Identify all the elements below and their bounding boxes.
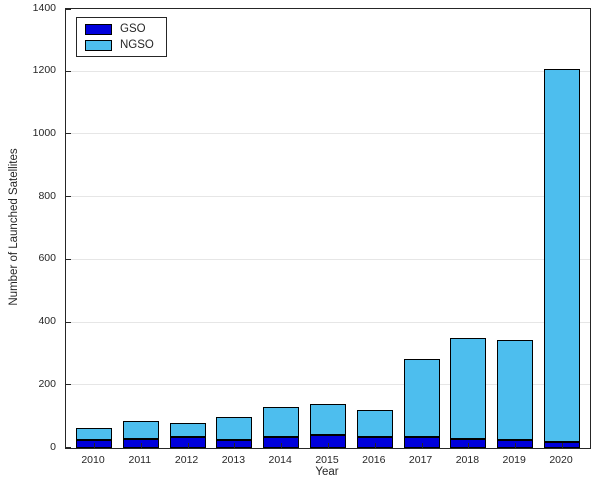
x-tick-mark: [234, 443, 235, 448]
bar-segment-ngso: [76, 427, 112, 441]
bar-2016: [357, 9, 393, 448]
x-tick-label: 2014: [268, 454, 292, 466]
y-tick-label: 0: [50, 440, 56, 453]
x-tick-label: 2016: [362, 454, 386, 466]
x-tick-label: 2015: [315, 454, 339, 466]
x-axis-label: Year: [315, 466, 339, 478]
bar-segment-ngso: [310, 404, 346, 436]
y-tick-label: 200: [38, 377, 56, 390]
gridline: [66, 258, 590, 260]
y-tick-label: 800: [38, 189, 56, 202]
bar-2014: [263, 9, 299, 448]
y-tick-label: 1400: [32, 1, 56, 14]
bar-segment-ngso: [450, 338, 486, 439]
legend: GSO NGSO: [76, 17, 167, 57]
legend-swatch-ngso: [85, 39, 112, 51]
x-tick-mark: [94, 443, 95, 448]
plot-area: GSO NGSO: [65, 8, 591, 449]
legend-label-gso: GSO: [120, 23, 146, 35]
gridline: [66, 384, 590, 386]
bar-segment-ngso: [544, 68, 580, 442]
bar-segment-ngso: [357, 410, 393, 438]
x-tick-label: 2012: [174, 454, 199, 466]
x-tick-mark: [141, 443, 142, 448]
bar-segment-ngso: [497, 339, 533, 441]
bar-2012: [170, 9, 206, 448]
x-tick-mark: [328, 443, 329, 448]
x-tick-mark: [422, 443, 423, 448]
y-tick-label: 600: [38, 252, 56, 265]
bar-2010: [76, 9, 112, 448]
gridline: [66, 321, 590, 323]
legend-label-ngso: NGSO: [120, 39, 154, 51]
bar-2013: [216, 9, 252, 448]
y-tick-mark: [66, 384, 71, 386]
x-tick-mark: [562, 443, 563, 448]
bar-2019: [497, 9, 533, 448]
y-tick-mark: [66, 9, 71, 10]
x-tick-label: 2020: [549, 454, 573, 466]
gridline: [66, 196, 590, 198]
y-axis-label: Number of Launched Satellites: [8, 148, 20, 306]
legend-item-ngso: NGSO: [85, 39, 154, 51]
x-tick-label: 2013: [221, 454, 246, 466]
bar-2018: [450, 9, 486, 448]
bar-2020: [544, 9, 580, 448]
bar-2011: [123, 9, 159, 448]
x-tick-label: 2018: [455, 454, 480, 466]
gridline: [66, 133, 590, 135]
y-tick-mark: [66, 447, 71, 448]
gridline: [66, 70, 590, 72]
x-tick-mark: [375, 443, 376, 448]
x-tick-label: 2019: [502, 454, 526, 466]
x-tick-mark: [188, 443, 189, 448]
x-tick-label: 2017: [408, 454, 433, 466]
bar-segment-ngso: [263, 407, 299, 438]
legend-item-gso: GSO: [85, 23, 154, 35]
bar-segment-ngso: [404, 359, 440, 438]
y-tick-mark: [66, 196, 71, 198]
y-tick-mark: [66, 133, 71, 135]
x-tick-mark: [515, 443, 516, 448]
y-tick-mark: [66, 321, 71, 323]
x-tick-mark: [468, 443, 469, 448]
y-tick-label: 1000: [32, 126, 56, 139]
x-tick-label: 2010: [81, 454, 105, 466]
y-tick-mark: [66, 258, 71, 260]
bar-2017: [404, 9, 440, 448]
y-tick-mark: [66, 70, 71, 72]
bar-2015: [310, 9, 346, 448]
bar-segment-ngso: [216, 416, 252, 441]
x-tick-mark: [281, 443, 282, 448]
legend-swatch-gso: [85, 23, 112, 35]
x-tick-label: 2011: [128, 454, 152, 466]
bar-segment-ngso: [170, 422, 206, 438]
y-tick-label: 1200: [32, 64, 56, 77]
bar-segment-ngso: [123, 421, 159, 439]
y-tick-label: 400: [38, 315, 56, 328]
